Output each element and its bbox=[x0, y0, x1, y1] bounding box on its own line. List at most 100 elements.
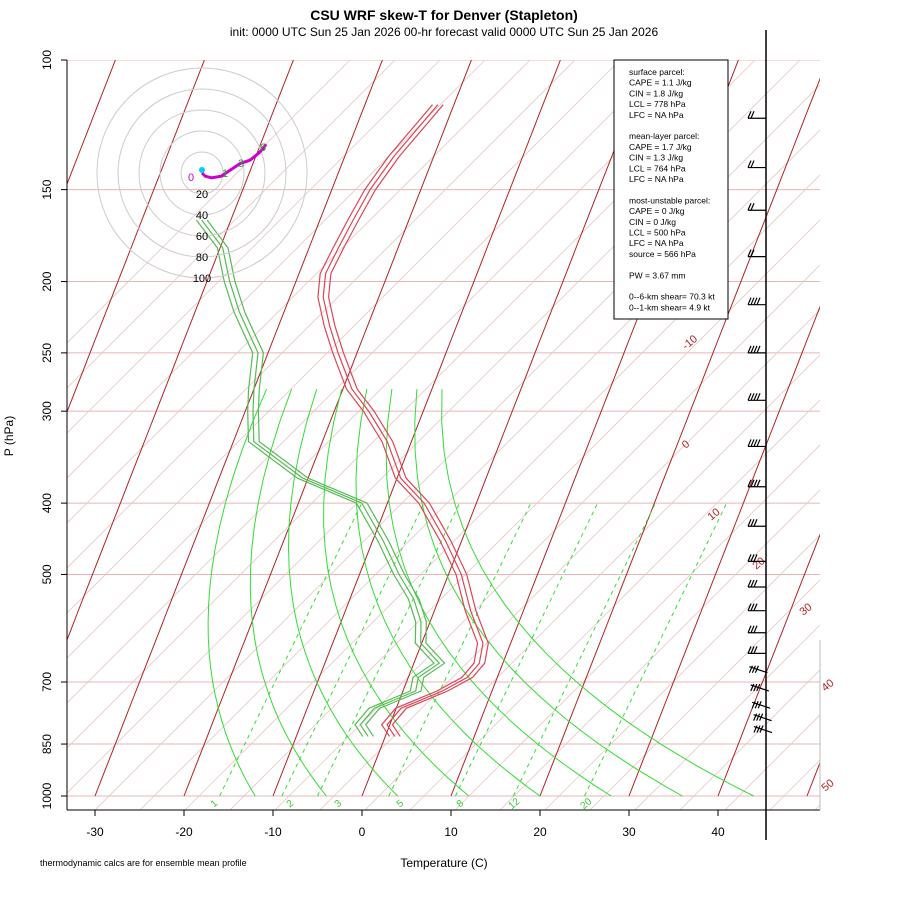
wind-barb-flag bbox=[754, 701, 759, 709]
wind-barb-flag bbox=[747, 479, 752, 487]
y-tick-label: 850 bbox=[40, 734, 54, 754]
mixing-ratio-label: 1 bbox=[209, 798, 221, 810]
wind-barb-flag bbox=[747, 439, 752, 447]
wind-barb-flag bbox=[759, 725, 764, 733]
moist-adiabat-line bbox=[207, 388, 268, 797]
wind-barb-flag bbox=[747, 518, 752, 527]
info-line: surface parcel: bbox=[629, 67, 685, 77]
wind-barb-flag bbox=[754, 665, 759, 673]
mixing-ratio-line bbox=[455, 502, 599, 797]
x-tick-label: 40 bbox=[711, 825, 725, 839]
moist-adiabat-line bbox=[385, 389, 612, 797]
wind-barb-flag bbox=[756, 683, 761, 692]
y-tick-label: 400 bbox=[40, 493, 54, 513]
wind-barb-flag bbox=[750, 160, 755, 168]
wind-barb-shaft bbox=[750, 684, 769, 692]
info-line: 0--6-km shear= 70.3 kt bbox=[629, 292, 715, 302]
mixing-ratio-lines bbox=[219, 502, 728, 797]
dry-adiabat-line bbox=[94, 84, 820, 810]
hodograph-trace bbox=[200, 143, 268, 180]
isotherm-lines bbox=[67, 60, 820, 797]
wind-barb-shaft bbox=[752, 701, 771, 709]
moist-adiabat-lines bbox=[207, 388, 754, 797]
isotherm-label: 30 bbox=[798, 601, 815, 618]
wind-barb-flag bbox=[750, 479, 755, 487]
wind-barb-flag bbox=[757, 701, 762, 709]
dry-adiabat-line bbox=[67, 60, 396, 389]
wind-barb-flag bbox=[753, 683, 758, 692]
hodograph-ring bbox=[96, 67, 308, 279]
dewpoint-profile-line bbox=[201, 219, 441, 737]
temperature-profile-line bbox=[327, 104, 489, 737]
mixing-ratio-label: 5 bbox=[395, 798, 407, 810]
wind-barb-flag bbox=[750, 249, 755, 257]
wind-barb-flag bbox=[750, 683, 755, 692]
info-line: most-unstable parcel: bbox=[629, 195, 710, 205]
y-axis-label: P (hPa) bbox=[2, 416, 16, 456]
wind-barb-flag bbox=[750, 345, 755, 354]
wind-barb-flag bbox=[747, 579, 752, 588]
y-tick-label: 250 bbox=[40, 343, 54, 363]
mixing-ratio-label: 3 bbox=[333, 798, 345, 810]
y-tick-label: 100 bbox=[40, 50, 54, 70]
mixing-ratio-label: 2 bbox=[285, 798, 297, 810]
wind-barb-flag bbox=[747, 111, 752, 119]
wind-barb-flag bbox=[756, 393, 761, 401]
x-tick-label: 30 bbox=[622, 825, 636, 839]
y-tick-label: 1000 bbox=[40, 782, 54, 809]
dry-adiabat-line bbox=[769, 759, 820, 810]
dry-adiabat-line bbox=[589, 579, 820, 810]
info-line: CAPE = 0 J/kg bbox=[629, 206, 685, 216]
dry-adiabat-line bbox=[679, 669, 820, 810]
wind-barb-flag bbox=[750, 111, 755, 119]
wind-barb-flag bbox=[756, 297, 761, 305]
wind-barb-flag bbox=[747, 603, 752, 611]
wind-barb-flag bbox=[753, 725, 758, 733]
dry-adiabat-line bbox=[67, 60, 486, 479]
info-line: CAPE = 1.1 J/kg bbox=[629, 78, 692, 88]
y-tick-label: 150 bbox=[40, 179, 54, 199]
isotherm-line bbox=[94, 60, 383, 797]
info-line: 0--1-km shear= 4.9 kt bbox=[629, 302, 711, 312]
info-line: CIN = 1.8 J/kg bbox=[629, 88, 683, 98]
wind-barb-flag bbox=[753, 625, 758, 633]
wind-barb-flag bbox=[748, 665, 753, 673]
wind-barb-flag bbox=[747, 554, 752, 562]
dry-adiabat-line bbox=[364, 354, 820, 810]
wind-barb-flag bbox=[753, 646, 758, 654]
y-tick-label: 700 bbox=[40, 672, 54, 692]
wind-barb-flag bbox=[747, 297, 752, 305]
dry-adiabat-line bbox=[67, 60, 711, 704]
isotherm-line bbox=[67, 60, 116, 186]
dry-adiabat-line bbox=[724, 714, 820, 810]
info-line: LFC = NA hPa bbox=[629, 110, 684, 120]
wind-barb-flag bbox=[753, 713, 758, 721]
chart-title: CSU WRF skew-T for Denver (Stapleton) bbox=[310, 7, 578, 23]
wind-barb-flag bbox=[751, 701, 756, 709]
mixing-ratio-label: 8 bbox=[455, 798, 467, 810]
wind-barb-flag bbox=[753, 345, 758, 354]
dewpoint-profile-line bbox=[196, 219, 435, 737]
sounding-profiles bbox=[196, 104, 489, 737]
hodograph-ring-label: 40 bbox=[196, 210, 208, 222]
wind-barb-flag bbox=[750, 579, 755, 588]
hodograph-center-marker bbox=[199, 167, 205, 173]
isotherm-line bbox=[183, 60, 472, 797]
dry-adiabat-line bbox=[67, 60, 621, 614]
x-tick-label: -20 bbox=[175, 825, 193, 839]
hodograph-height-label: 6 bbox=[260, 142, 266, 154]
hodograph: 20 40 60 80 100 0 13 6 bbox=[96, 67, 308, 285]
info-line: LCL = 778 hPa bbox=[629, 99, 686, 109]
isotherm-line bbox=[361, 60, 650, 797]
x-tick-label: 0 bbox=[359, 825, 366, 839]
x-axis-label: Temperature (C) bbox=[400, 856, 487, 870]
wind-barb-flag bbox=[753, 603, 758, 611]
wind-barb-shaft bbox=[753, 725, 773, 734]
isotherm-label: 10 bbox=[706, 506, 723, 523]
isotherm-line bbox=[628, 305, 820, 797]
info-line: CIN = 0 J/kg bbox=[629, 217, 676, 227]
wind-barb-flag bbox=[753, 479, 758, 487]
wind-barb-flag bbox=[756, 479, 761, 487]
